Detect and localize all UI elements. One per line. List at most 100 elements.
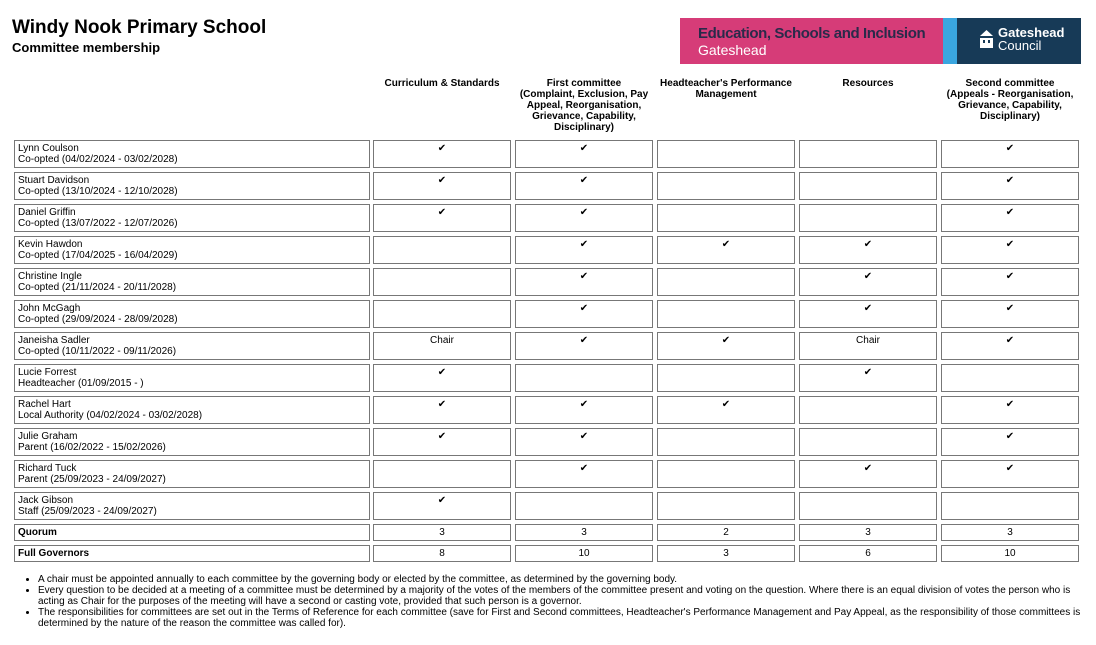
cell-value: ✔ — [1005, 431, 1015, 442]
cell-value: ✔ — [437, 207, 447, 218]
cell: ✔ — [799, 268, 937, 296]
cell-value: ✔ — [863, 367, 873, 378]
cell-value: ✔ — [1005, 303, 1015, 314]
cell-value: ✔ — [437, 143, 447, 154]
name-cell: John McGagh Co-opted (29/09/2024 - 28/09/… — [14, 300, 370, 328]
cell — [799, 140, 937, 168]
cell — [373, 236, 511, 264]
member-role: Co-opted (13/10/2024 - 12/10/2028) — [18, 186, 178, 197]
cell — [799, 396, 937, 424]
name-cell: Jack Gibson Staff (25/09/2023 - 24/09/202… — [14, 492, 370, 520]
summary-value: 3 — [373, 524, 511, 541]
member-role: Local Authority (04/02/2024 - 03/02/2028… — [18, 410, 203, 421]
cell — [657, 428, 795, 456]
name-cell: Janeisha Sadler Co-opted (10/11/2022 - 09… — [14, 332, 370, 360]
cell: ✔ — [515, 428, 653, 456]
cell: ✔ — [941, 332, 1079, 360]
cell-value: ✔ — [579, 271, 589, 282]
member-name: Lynn Coulson — [18, 143, 79, 154]
member-name: Janeisha Sadler — [18, 335, 90, 346]
cell — [373, 268, 511, 296]
cell: ✔ — [515, 460, 653, 488]
cell-value: ✔ — [579, 335, 589, 346]
summary-value: 3 — [799, 524, 937, 541]
summary-value: 3 — [515, 524, 653, 541]
cell: ✔ — [515, 236, 653, 264]
cell: ✔ — [373, 492, 511, 520]
cell — [657, 140, 795, 168]
cell-value: ✔ — [437, 175, 447, 186]
cell-value: ✔ — [437, 495, 447, 506]
member-name: Kevin Hawdon — [18, 239, 83, 250]
cell: ✔ — [657, 332, 795, 360]
cell: Chair — [373, 332, 511, 360]
note: The responsibilities for committees are … — [38, 607, 1090, 629]
cell-value: ✔ — [721, 399, 731, 410]
cell-value: ✔ — [863, 463, 873, 474]
name-cell: Daniel Griffin Co-opted (13/07/2022 - 12/… — [14, 204, 370, 232]
cell-value: ✔ — [1005, 207, 1015, 218]
cell-value: ✔ — [579, 143, 589, 154]
cell-value: ✔ — [437, 367, 447, 378]
notes: A chair must be appointed annually to ea… — [0, 574, 1090, 629]
cell-value: ✔ — [579, 431, 589, 442]
member-role: Co-opted (17/04/2025 - 16/04/2029) — [18, 250, 178, 261]
cell-value: ✔ — [721, 239, 731, 250]
column-header: First committee (Complaint, Exclusion, P… — [519, 78, 649, 133]
summary-value: 6 — [799, 545, 937, 562]
cell — [657, 172, 795, 200]
cell-value: ✔ — [579, 399, 589, 410]
cell: ✔ — [515, 140, 653, 168]
cell-value: ✔ — [1005, 175, 1015, 186]
member-role: Co-opted (29/09/2024 - 28/09/2028) — [18, 314, 178, 325]
cell — [657, 300, 795, 328]
name-cell: Rachel Hart Local Authority (04/02/2024 -… — [14, 396, 370, 424]
summary-value: 10 — [941, 545, 1079, 562]
cell: ✔ — [657, 236, 795, 264]
member-name: Daniel Griffin — [18, 207, 76, 218]
cell — [657, 460, 795, 488]
column-header: Second committee (Appeals - Reorganisati… — [946, 78, 1074, 122]
cell: ✔ — [373, 364, 511, 392]
cell-value: ✔ — [863, 239, 873, 250]
cell: ✔ — [941, 396, 1079, 424]
cell-value: ✔ — [1005, 271, 1015, 282]
logo-icon — [980, 30, 993, 48]
name-cell: Lucie Forrest Headteacher (01/09/2015 - ) — [14, 364, 370, 392]
cell: ✔ — [799, 300, 937, 328]
subtitle: Committee membership — [12, 40, 161, 55]
cell — [799, 428, 937, 456]
member-name: Stuart Davidson — [18, 175, 90, 186]
cell — [799, 492, 937, 520]
member-role: Staff (25/09/2023 - 24/09/2027) — [18, 506, 157, 517]
note: A chair must be appointed annually to ea… — [38, 574, 1090, 585]
member-name: Rachel Hart — [18, 399, 71, 410]
member-role: Parent (25/09/2023 - 24/09/2027) — [18, 474, 166, 485]
cell-value: ✔ — [437, 399, 447, 410]
logo-text: Education, Schools and Inclusion — [698, 25, 926, 42]
cell: ✔ — [515, 300, 653, 328]
member-role: Co-opted (10/11/2022 - 09/11/2026) — [18, 346, 177, 357]
cell — [799, 204, 937, 232]
cell — [657, 268, 795, 296]
cell — [373, 460, 511, 488]
cell-value: ✔ — [579, 239, 589, 250]
cell: Chair — [799, 332, 937, 360]
cell — [941, 492, 1079, 520]
logo-left: Education, Schools and Inclusion Gateshe… — [680, 18, 943, 64]
cell: ✔ — [515, 268, 653, 296]
summary-value: 3 — [657, 545, 795, 562]
cell — [373, 300, 511, 328]
cell: ✔ — [941, 236, 1079, 264]
cell — [515, 364, 653, 392]
summary-value: 8 — [373, 545, 511, 562]
member-role: Headteacher (01/09/2015 - ) — [18, 378, 144, 389]
cell-value: ✔ — [1005, 463, 1015, 474]
cell-value: ✔ — [579, 463, 589, 474]
cell-value: ✔ — [437, 431, 447, 442]
name-cell: Christine Ingle Co-opted (21/11/2024 - 20… — [14, 268, 370, 296]
cell: ✔ — [373, 428, 511, 456]
cell: ✔ — [941, 460, 1079, 488]
cell: ✔ — [373, 140, 511, 168]
